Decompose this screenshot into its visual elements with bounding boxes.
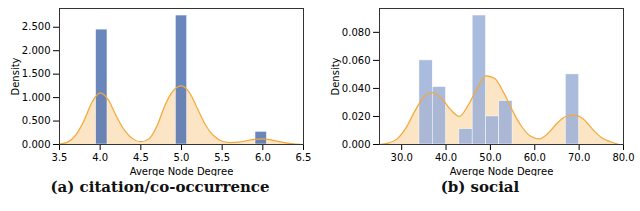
svg-text:1.500: 1.500 (22, 68, 51, 79)
svg-text:0.020: 0.020 (342, 111, 371, 122)
html-text:(b) social: (b) social (440, 178, 520, 196)
svg-text:3.5: 3.5 (52, 152, 68, 163)
svg-text:Averge Node Degree: Averge Node Degree (130, 166, 234, 177)
svg-text:40.0: 40.0 (435, 152, 457, 163)
svg-text:6.0: 6.0 (255, 152, 271, 163)
svg-text:2.500: 2.500 (22, 21, 51, 32)
svg-text:4.0: 4.0 (92, 152, 108, 163)
svg-text:0.000: 0.000 (342, 139, 371, 150)
svg-text:0.000: 0.000 (22, 139, 51, 150)
svg-text:5.5: 5.5 (214, 152, 230, 163)
svg-text:2.000: 2.000 (22, 45, 51, 56)
svg-text:Averge Node Degree: Averge Node Degree (450, 166, 554, 177)
svg-text:0.080: 0.080 (342, 27, 371, 38)
svg-text:0.500: 0.500 (22, 115, 51, 126)
svg-text:6.5: 6.5 (296, 152, 312, 163)
svg-text:30.0: 30.0 (391, 152, 413, 163)
svg-text:1.000: 1.000 (22, 92, 51, 103)
svg-text:5.0: 5.0 (174, 152, 190, 163)
svg-text:50.0: 50.0 (479, 152, 501, 163)
svg-text:70.0: 70.0 (568, 152, 590, 163)
svg-text:4.5: 4.5 (133, 152, 149, 163)
svg-text:0.060: 0.060 (342, 55, 371, 66)
svg-text:60.0: 60.0 (524, 152, 546, 163)
svg-text:Density: Density (10, 57, 21, 95)
svg-text:0.040: 0.040 (342, 83, 371, 94)
svg-text:80.0: 80.0 (612, 152, 634, 163)
html-text:(a) citation/co-occurrence: (a) citation/co-occurrence (50, 178, 270, 196)
svg-text:Density: Density (330, 57, 341, 95)
